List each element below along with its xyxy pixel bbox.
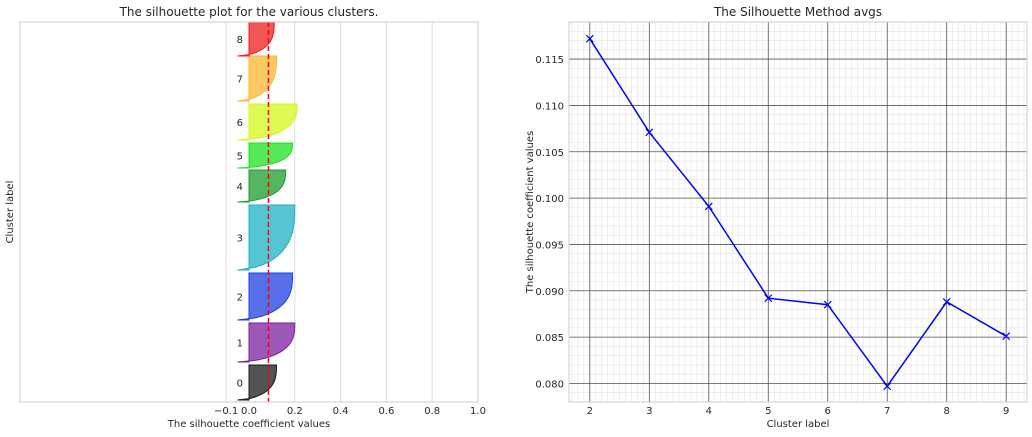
avgs-y-tick-label: 0.095: [535, 240, 564, 251]
cluster-label: 3: [237, 234, 243, 245]
cluster-label: 5: [237, 152, 243, 163]
silhouette-x-tick-label: 0.2: [287, 406, 303, 417]
avgs-y-tick-label: 0.105: [535, 148, 564, 159]
silhouette-cluster-fill: [237, 204, 296, 271]
avgs-axes-frame: [568, 21, 1028, 403]
avgs-minor-grid: [569, 21, 1027, 403]
cluster-labels: 0 1 2 3 4 5 6 7 8: [237, 35, 243, 390]
silhouette-x-tick-label: 0.4: [333, 406, 349, 417]
silhouette-fills: [237, 21, 298, 401]
avgs-x-tick-label: 6: [825, 406, 831, 417]
avgs-x-tick-label: 7: [884, 406, 890, 417]
silhouette-x-tick-label: 1.0: [470, 406, 486, 417]
silhouette-x-axis-label: The silhouette coefficient values: [167, 419, 331, 430]
avgs-y-tick-labels: 0.080 0.085 0.090 0.095 0.100 0.105 0.110 0.115: [535, 55, 564, 390]
avgs-y-tick-label: 0.085: [535, 333, 564, 344]
silhouette-cluster-fill: [237, 55, 277, 102]
cluster-label: 0: [237, 379, 243, 390]
silhouette-cluster-fill: [237, 364, 277, 401]
cluster-label: 4: [237, 182, 243, 193]
cluster-label: 2: [237, 293, 243, 304]
avgs-x-tick-label: 2: [587, 406, 593, 417]
cluster-label: 1: [237, 339, 243, 350]
avgs-y-tick-label: 0.115: [535, 55, 564, 66]
avgs-data-point-marker: [585, 34, 594, 43]
avgs-x-tick-label: 8: [944, 406, 950, 417]
avgs-data-point-marker: [823, 300, 832, 309]
avgs-y-tick-label: 0.090: [535, 287, 564, 298]
silhouette-cluster-fill: [237, 142, 293, 169]
silhouette-x-tick-labels: −0.1 0.0 0.2 0.4 0.6 0.8 1.0: [214, 406, 486, 417]
avgs-data-point-marker: [764, 294, 773, 303]
silhouette-x-tick-label: 0.8: [424, 406, 440, 417]
avgs-y-tick-label: 0.080: [535, 379, 564, 390]
avgs-data-point-marker: [1002, 332, 1011, 341]
silhouette-x-tick-label: −0.1: [214, 406, 238, 417]
silhouette-cluster-fill: [237, 272, 293, 321]
avgs-x-tick-label: 5: [765, 406, 771, 417]
avgs-data-point-marker: [704, 202, 713, 211]
avgs-major-grid: [569, 22, 1027, 402]
avgs-x-axis-label: Cluster label: [767, 419, 830, 430]
silhouette-y-axis-label: Cluster label: [5, 181, 16, 244]
avgs-y-tick-label: 0.110: [535, 101, 564, 112]
avgs-x-tick-label: 4: [706, 406, 712, 417]
silhouette-x-tick-label: 0.0: [241, 406, 257, 417]
cluster-label: 6: [237, 118, 243, 129]
silhouette-avgs-title: The Silhouette Method avgs: [713, 5, 882, 19]
avgs-x-tick-labels: 2 3 4 5 6 7 8 9: [587, 406, 1010, 417]
silhouette-avgs-panel: The Silhouette Method avgs 2 3 4 5 6 7 8 9 0.08…: [525, 5, 1028, 430]
silhouette-plot-title: The silhouette plot for the various clus…: [119, 5, 379, 19]
avgs-y-axis-label: The silhouette coefficient values: [525, 131, 536, 295]
avgs-x-tick-label: 9: [1003, 406, 1009, 417]
avgs-data-point-marker: [883, 382, 892, 391]
avgs-series-line: [589, 38, 1007, 388]
silhouette-axes-frame: [19, 21, 479, 403]
avgs-data-point-marker: [942, 297, 951, 306]
avgs-data-point-marker: [645, 128, 654, 137]
avgs-x-tick-label: 3: [646, 406, 652, 417]
silhouette-cluster-fill: [237, 322, 296, 363]
silhouette-cluster-fill: [237, 103, 298, 141]
cluster-label: 8: [237, 35, 243, 46]
cluster-label: 7: [237, 75, 243, 86]
silhouette-cluster-fill: [237, 169, 287, 203]
avgs-y-tick-label: 0.100: [535, 194, 564, 205]
silhouette-cluster-fill: [237, 21, 275, 57]
avgs-series-markers: [585, 34, 1011, 391]
silhouette-x-tick-label: 0.6: [378, 406, 394, 417]
silhouette-plot-panel: The silhouette plot for the various clus…: [5, 5, 486, 430]
